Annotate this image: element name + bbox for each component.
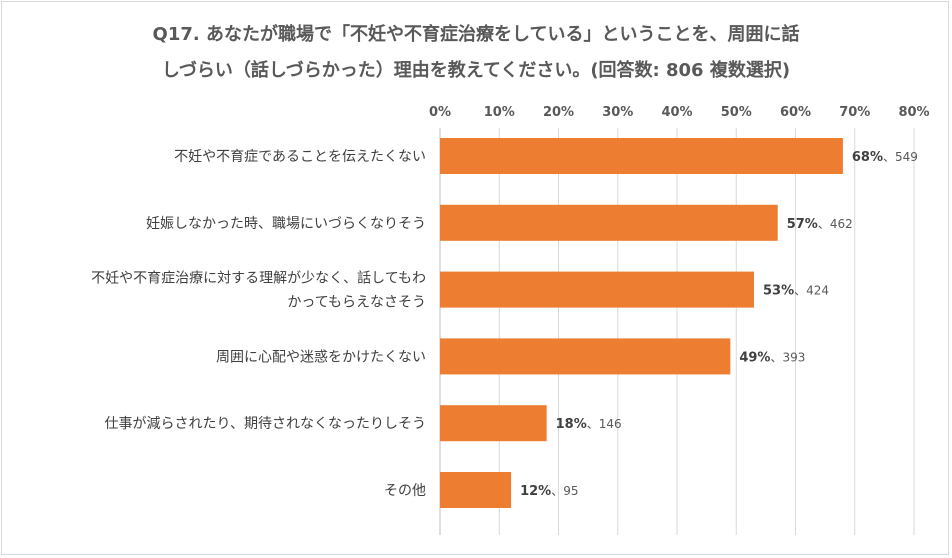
- data-label: 57%、462: [787, 217, 853, 232]
- x-tick-label: 30%: [602, 105, 633, 120]
- x-tick-label: 80%: [898, 105, 929, 120]
- x-tick-label: 40%: [661, 105, 692, 120]
- category-label: 不妊や不育症であることを伝えたくない: [174, 149, 426, 165]
- category-label: 妊娠しなかった時、職場にいづらくなりそう: [146, 216, 426, 232]
- data-label: 12%、95: [520, 484, 578, 499]
- data-label-percent: 18%: [556, 417, 587, 432]
- bar: [440, 204, 778, 241]
- data-label-count: 、95: [551, 484, 578, 498]
- category-label: かってもらえなさそう: [287, 295, 426, 311]
- x-tick-label: 50%: [721, 105, 752, 120]
- data-label: 18%、146: [556, 417, 622, 432]
- data-label: 49%、393: [739, 350, 805, 365]
- x-tick-label: 20%: [543, 105, 574, 120]
- chart-title-line-1: Q17. あなたが職場で「不妊や不育症治療をしている」ということを、周囲に話: [152, 24, 800, 45]
- data-label-count: 、393: [770, 350, 805, 364]
- bar: [440, 271, 755, 308]
- bar: [440, 138, 843, 174]
- data-label-percent: 49%: [739, 350, 770, 365]
- x-tick-label: 60%: [780, 105, 811, 120]
- data-label-percent: 68%: [852, 150, 883, 165]
- bar: [440, 472, 512, 508]
- data-label: 53%、424: [763, 284, 829, 299]
- bar: [440, 405, 547, 442]
- bar: [440, 338, 731, 375]
- data-label-percent: 12%: [520, 484, 551, 499]
- category-label: 不妊や不育症治療に対する理解が少なく、話してもわ: [91, 270, 426, 287]
- x-tick-label: 70%: [839, 105, 870, 120]
- chart-title-line-2: しづらい（話しづらかった）理由を教えてください。(回答数: 806 複数選択): [161, 60, 791, 81]
- data-label-percent: 53%: [763, 284, 794, 299]
- category-label: その他: [384, 483, 426, 499]
- data-label-count: 、462: [818, 217, 853, 231]
- x-tick-label: 10%: [484, 105, 515, 120]
- x-tick-label: 0%: [429, 105, 451, 120]
- data-label-percent: 57%: [787, 217, 818, 232]
- category-label: 仕事が減らされたり、期待されなくなったりしそう: [105, 415, 426, 432]
- data-label-count: 、424: [794, 284, 829, 298]
- data-label-count: 、146: [587, 417, 622, 431]
- data-label-count: 、549: [883, 150, 918, 164]
- data-label: 68%、549: [852, 150, 918, 165]
- category-label: 周囲に心配や迷惑をかけたくない: [216, 349, 426, 365]
